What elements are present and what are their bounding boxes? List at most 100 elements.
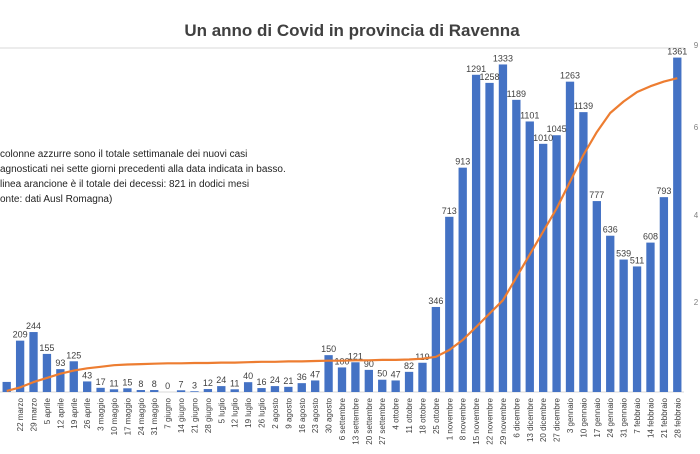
bar-value-label: 155 — [39, 343, 54, 353]
bar — [15, 340, 25, 392]
x-tick-label: 22 marzo — [16, 397, 25, 431]
bar — [471, 74, 481, 392]
bar-value-label: 119 — [415, 352, 429, 362]
bar — [659, 197, 669, 392]
x-tick-label: 6 settembre — [338, 397, 347, 440]
x-tick-label: 24 maggio — [137, 397, 146, 435]
bar-value-label: 90 — [364, 359, 374, 369]
bar — [512, 99, 521, 393]
x-tick-label: 26 aprile — [83, 397, 92, 428]
bar-value-label: 11 — [109, 378, 118, 388]
bar — [445, 216, 454, 392]
x-tick-label: 21 giugno — [190, 397, 199, 433]
bar — [632, 266, 642, 392]
x-tick-label: 25 ottobre — [432, 397, 441, 434]
bar-value-label: 11 — [230, 378, 239, 388]
bar-value-label: 1361 — [667, 47, 687, 57]
bar-value-label: 8 — [152, 379, 157, 389]
bar — [29, 332, 38, 392]
x-tick-label: 26 luglio — [258, 397, 267, 427]
bar-value-label: 12 — [203, 378, 213, 388]
x-tick-label: 30 agosto — [325, 397, 334, 433]
bar-value-label: 16 — [257, 377, 267, 387]
bar-value-label: 1291 — [466, 64, 486, 74]
x-tick-label: 7 giugno — [164, 397, 173, 428]
bar-value-label: 636 — [603, 225, 618, 235]
bars — [2, 57, 682, 393]
bar-value-label: 1101 — [520, 110, 539, 120]
bar — [257, 388, 266, 392]
x-tick-label: 28 febbraio — [673, 397, 682, 438]
bar-value-label: 24 — [270, 375, 280, 385]
bar — [136, 390, 145, 392]
x-tick-label: 10 gennaio — [579, 397, 588, 437]
bar-value-label: 1258 — [480, 72, 500, 82]
annotation-line-1: colonne azzurre sono il totale settimana… — [0, 149, 247, 160]
x-tick-label: 7 febbraio — [633, 397, 642, 433]
x-tick-label: 14 febbraio — [646, 397, 655, 438]
bar-value-label: 150 — [321, 344, 336, 354]
x-tick-label: 31 gennaio — [620, 397, 629, 437]
bar — [539, 143, 548, 392]
bar-value-label: 713 — [442, 206, 457, 216]
bar — [418, 362, 427, 392]
bar-value-label: 125 — [66, 350, 81, 360]
bar — [565, 81, 575, 393]
x-tick-label: 1 novembre — [445, 397, 454, 440]
x-tick-label: 17 maggio — [123, 397, 132, 435]
bar — [391, 380, 400, 392]
x-tick-label: 17 gennaio — [593, 397, 602, 437]
x-tick-label: 20 dicembre — [539, 397, 548, 442]
x-tick-label: 5 aprile — [43, 397, 52, 424]
bar — [458, 167, 467, 392]
x-tick-label: 28 giugno — [204, 397, 213, 433]
right-axis-tick: 9 — [694, 41, 699, 50]
bar — [2, 381, 11, 392]
x-tick-label: 11 ottobre — [405, 397, 414, 433]
bar — [579, 112, 588, 392]
bar-value-label: 777 — [589, 190, 604, 200]
bar-value-label: 36 — [297, 372, 307, 382]
bar — [230, 389, 239, 392]
bar-value-label: 1263 — [560, 71, 580, 81]
bar — [351, 362, 360, 392]
bar-value-label: 1333 — [493, 53, 513, 63]
annotation: colonne azzurre sono il totale settimana… — [0, 149, 286, 205]
x-tick-label: 29 novembre — [499, 397, 508, 444]
bar-value-label: 1189 — [507, 89, 526, 99]
x-tick-label: 31 maggio — [150, 397, 159, 435]
annotation-line-3: linea arancione è il totale dei decessi:… — [0, 179, 249, 190]
x-tick-label: 13 dicembre — [526, 397, 535, 442]
bar — [431, 306, 441, 392]
bar — [270, 386, 280, 392]
x-tick-label: 4 ottobre — [392, 397, 401, 429]
bar-value-label: 47 — [310, 369, 320, 379]
bar-value-label: 47 — [391, 369, 401, 379]
x-tick-label: 8 novembre — [459, 397, 468, 440]
bar — [190, 391, 199, 392]
chart-title: Un anno di Covid in provincia di Ravenna — [184, 21, 520, 40]
bar — [243, 382, 253, 392]
bar — [619, 259, 628, 392]
bar-value-label: 3 — [192, 380, 197, 390]
x-tick-label: 10 maggio — [110, 397, 119, 435]
x-tick-label: 13 settembre — [351, 397, 360, 444]
right-axis-tick: 4 — [694, 211, 699, 220]
bar-value-label: 913 — [455, 157, 470, 167]
bar-value-label: 608 — [643, 232, 658, 242]
bar — [485, 82, 494, 393]
x-tick-label: 19 luglio — [244, 397, 253, 427]
deaths-line-path — [6, 77, 678, 392]
bar — [592, 201, 601, 392]
x-tick-label: 6 dicembre — [512, 397, 521, 437]
right-axis-ticks: 9 6 4 2 — [694, 41, 699, 307]
bar-value-label: 8 — [138, 379, 143, 389]
bar — [324, 355, 333, 392]
bar — [96, 387, 105, 392]
bar — [150, 390, 159, 392]
bar — [297, 383, 306, 392]
x-tick-label: 22 novembre — [486, 397, 495, 444]
bar — [56, 369, 65, 392]
bar — [176, 390, 186, 392]
